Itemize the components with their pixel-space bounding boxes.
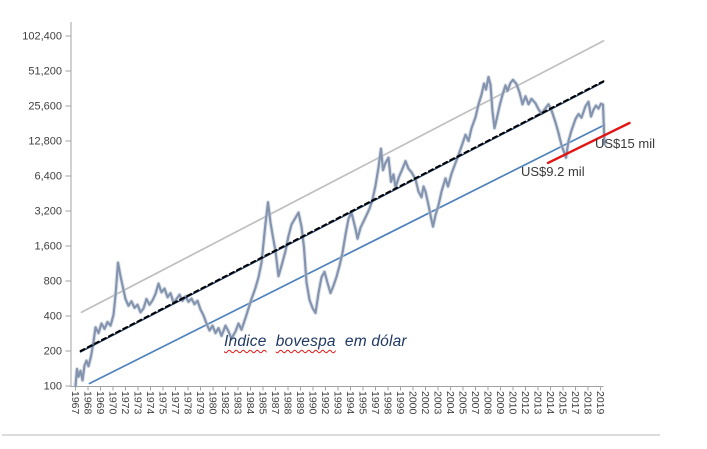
x-tick-label: 1994 [344, 391, 356, 415]
y-tick-label: 200 [44, 346, 62, 358]
x-tick-label: 2017 [569, 391, 581, 415]
y-tick-label: 102,400 [22, 31, 62, 43]
y-tick-label: 25,600 [28, 101, 62, 113]
x-tick-label: 1969 [94, 391, 106, 415]
y-tick-label: 3,200 [34, 206, 62, 218]
x-tick-label: 2007 [469, 391, 481, 415]
y-tick-label: 51,200 [28, 66, 62, 78]
x-tick-label: 2012 [519, 391, 531, 415]
axis-lines [70, 22, 604, 387]
x-tick-label: 1983 [232, 391, 244, 415]
x-tick-label: 1967 [69, 391, 81, 415]
y-tick-label: 400 [44, 311, 62, 323]
x-tick-label: 1999 [394, 391, 406, 415]
y-tick-label: 6,400 [34, 171, 62, 183]
x-tick-label: 1997 [369, 391, 381, 415]
x-tick-label: 1982 [219, 391, 231, 415]
x-tick-label: 2000 [407, 391, 419, 415]
x-tick-label: 2008 [482, 391, 494, 415]
x-tick-label: 1974 [144, 391, 156, 415]
chart-title: Indice bovespa em dólar [224, 333, 407, 351]
x-tick-label: 2018 [582, 391, 594, 415]
x-tick-label: 1973 [132, 391, 144, 415]
annotation-us-15-mil: US$15 mil [595, 136, 655, 151]
x-tick-label: 1985 [257, 391, 269, 415]
x-tick-label: 2013 [532, 391, 544, 415]
x-tick-label: 1980 [207, 391, 219, 415]
x-tick-label: 1993 [332, 391, 344, 415]
x-tick-label: 1984 [244, 391, 256, 415]
annotation-us-9-2-mil: US$9.2 mil [521, 164, 585, 179]
y-tick-label: 100 [44, 381, 62, 393]
x-tick-label: 1970 [107, 391, 119, 415]
x-tick-label: 1987 [269, 391, 281, 415]
x-tick-label: 2010 [507, 391, 519, 415]
title-rest: em dólar [344, 333, 407, 350]
x-tick-label: 2002 [419, 391, 431, 415]
title-word-indice: Indice [224, 333, 267, 350]
x-tick-label: 1989 [294, 391, 306, 415]
x-tick-label: 1988 [282, 391, 294, 415]
x-tick-label: 1975 [157, 391, 169, 415]
x-tick-label: 1978 [182, 391, 194, 415]
x-tick-label: 2015 [557, 391, 569, 415]
x-tick-label: 1972 [119, 391, 131, 415]
x-tick-label: 2009 [494, 391, 506, 415]
x-tick-label: 1968 [82, 391, 94, 415]
y-tick-label: 1,600 [34, 241, 62, 253]
y-tick-label: 12,800 [28, 136, 62, 148]
x-tick-label: 2019 [594, 391, 606, 415]
x-tick-label: 2004 [444, 391, 456, 415]
mid-trend-dashed [79, 80, 605, 352]
bovespa-usd [74, 75, 606, 388]
x-tick-label: 1995 [357, 391, 369, 415]
x-tick-label: 1990 [307, 391, 319, 415]
x-tick-label: 2003 [432, 391, 444, 415]
x-tick-label: 1977 [169, 391, 181, 415]
x-tick-label: 2014 [544, 391, 556, 415]
x-tick-label: 1992 [319, 391, 331, 415]
page-divider [2, 434, 660, 436]
support-line-red [546, 121, 631, 165]
x-tick-label: 1998 [382, 391, 394, 415]
x-tick-label: 1979 [194, 391, 206, 415]
x-tick-label: 2005 [457, 391, 469, 415]
title-word-bovespa: bovespa [275, 333, 336, 350]
y-tick-label: 800 [44, 276, 62, 288]
lower-channel-line [88, 124, 606, 385]
